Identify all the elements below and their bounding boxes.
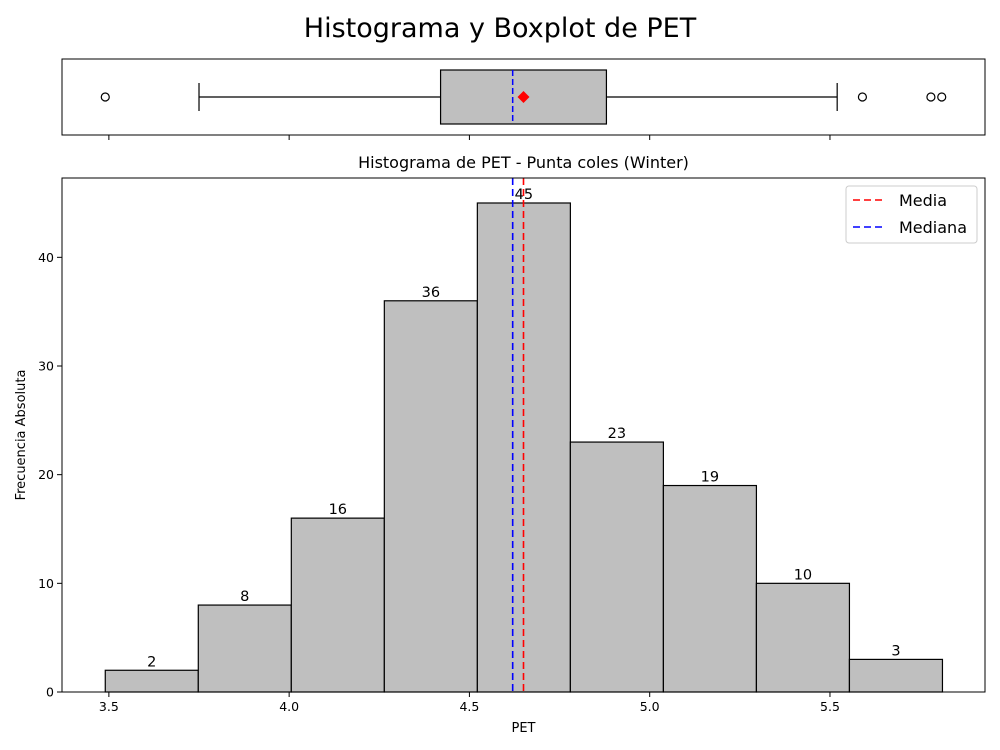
bar-value-label: 3 <box>891 643 900 659</box>
x-tick-label: 5.5 <box>820 699 840 714</box>
histogram-bar <box>848 658 944 693</box>
histogram-bar <box>755 582 851 693</box>
boxplot-panel <box>61 58 986 140</box>
y-axis-label: Frecuencia Absoluta <box>14 370 29 501</box>
x-tick-label: 4.0 <box>279 699 299 714</box>
histogram-bar <box>104 669 199 693</box>
outlier-point <box>926 92 936 102</box>
histogram-title: Histograma de PET - Punta coles (Winter) <box>358 153 689 172</box>
boxplot-xticks <box>108 135 831 140</box>
outlier-point <box>937 92 947 102</box>
histogram-bar <box>662 484 758 693</box>
y-tick-label: 40 <box>38 250 54 265</box>
histogram-bar-labels: 281636452319103 <box>147 187 900 670</box>
histogram-xticks: 3.5 4.0 4.5 5.0 5.5 <box>99 692 840 714</box>
x-tick-label: 3.5 <box>99 699 119 714</box>
histogram-bars <box>104 202 944 693</box>
histogram-bar <box>290 517 385 693</box>
bar-value-label: 19 <box>701 470 719 486</box>
legend-label: Mediana <box>899 218 967 237</box>
histogram-bar <box>197 604 292 693</box>
legend-entries: Media Mediana <box>853 191 967 237</box>
x-axis-label: PET <box>512 721 536 736</box>
outlier-point <box>100 92 110 102</box>
box-mean-marker <box>517 91 530 103</box>
y-tick-label: 30 <box>38 358 54 373</box>
boxplot-frame <box>61 58 986 136</box>
y-tick-label: 10 <box>38 576 54 591</box>
x-tick-label: 5.0 <box>640 699 660 714</box>
histogram-frame <box>61 177 986 693</box>
bar-value-label: 10 <box>794 567 812 583</box>
bar-value-label: 8 <box>240 589 249 605</box>
y-tick-label: 20 <box>38 467 54 482</box>
histogram-panel: Histograma de PET - Punta coles (Winter)… <box>14 153 986 736</box>
figure-title: Histograma y Boxplot de PET <box>304 13 697 44</box>
bar-value-label: 16 <box>329 502 347 518</box>
boxplot-marks <box>100 69 947 125</box>
outlier-point <box>857 92 868 102</box>
histogram-yticks: 0 10 20 30 40 <box>38 250 62 700</box>
bar-value-label: 23 <box>608 426 626 442</box>
bar-value-label: 36 <box>422 285 440 301</box>
bar-value-label: 2 <box>147 654 156 670</box>
histogram-bar <box>569 441 664 693</box>
y-tick-label: 0 <box>46 685 54 700</box>
x-tick-label: 4.5 <box>459 699 479 714</box>
histogram-bar <box>383 300 478 693</box>
reference-lines <box>511 178 525 692</box>
legend: Media Mediana <box>845 185 978 244</box>
legend-label: Media <box>899 191 947 210</box>
